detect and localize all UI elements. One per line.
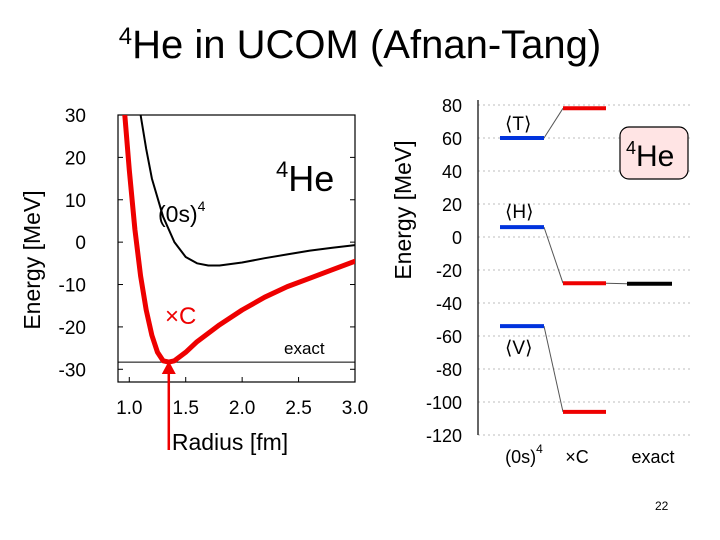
nucleus-label-box [619, 126, 689, 180]
minimum-arrow-head [161, 361, 176, 374]
right-ytick-label: -20 [436, 261, 462, 281]
level-connector [543, 108, 564, 139]
category-label-text: exact [631, 447, 674, 467]
left-xtick-label: 3.0 [342, 398, 368, 419]
right-y-axis-title: Energy [MeV] [390, 140, 416, 279]
nucleus-box-symbol: He [636, 140, 674, 173]
left-plot-area [118, 115, 355, 365]
nucleus-box-label: 4He [626, 138, 674, 173]
category-label-superscript: 4 [536, 442, 543, 456]
bare-curve-label-text: (0s) [158, 201, 198, 227]
nucleus-label-symbol: He [288, 158, 334, 199]
left-x-axis-title: Radius [fm] [172, 429, 288, 455]
left-xtick-label: 2.5 [285, 398, 311, 419]
nucleus-box-superscript: 4 [626, 138, 636, 158]
left-xtick-label: 2.0 [229, 398, 255, 419]
nucleus-label: 4He [276, 157, 334, 199]
correlated-curve-label: ×C [165, 303, 196, 330]
right-ytick-label: -120 [426, 426, 462, 446]
level-label: ⟨H⟩ [505, 202, 534, 223]
right-ytick-label: -100 [426, 393, 462, 413]
category-label: (0s)4 [505, 442, 543, 467]
right-ytick-label: 20 [442, 195, 462, 215]
category-label-text: (0s) [505, 447, 536, 467]
category-label: ×C [565, 447, 589, 467]
left-ytick-label: 30 [65, 106, 86, 127]
right-ytick-label: -40 [436, 294, 462, 314]
left-ytick-label: 0 [75, 233, 86, 254]
left-ytick-label: -10 [59, 276, 86, 297]
correlated-energy-curve [122, 115, 355, 365]
level-label: ⟨V⟩ [505, 338, 533, 359]
level-label: ⟨T⟩ [505, 114, 531, 135]
right-ytick-label: -80 [436, 360, 462, 380]
left-ytick-label: 10 [65, 191, 86, 212]
bare-curve-label: (0s)4 [158, 198, 206, 227]
nucleus-label-superscript: 4 [276, 157, 288, 182]
page-number: 22 [655, 499, 669, 513]
exact-label: exact [284, 339, 325, 358]
right-ytick-label: 80 [442, 96, 462, 116]
slide-title: 4He in UCOM (Afnan-Tang) [0, 12, 720, 70]
category-label: exact [631, 447, 674, 467]
left-y-axis-title: Energy [MeV] [19, 190, 45, 329]
bare-energy-curve [139, 115, 355, 267]
right-ytick-label: -60 [436, 327, 462, 347]
left-ytick-label: -20 [59, 318, 86, 339]
level-connector [543, 226, 564, 284]
level-connector [543, 325, 564, 413]
title-superscript: 4 [118, 23, 133, 50]
right-ytick-label: 40 [442, 162, 462, 182]
left-ytick-label: 20 [65, 148, 86, 169]
right-ytick-label: 60 [442, 129, 462, 149]
category-label-text: ×C [565, 447, 589, 467]
right-ytick-label: 0 [452, 228, 462, 248]
left-xtick-label: 1.0 [116, 398, 142, 419]
left-ytick-label: -30 [59, 360, 86, 381]
left-plot-frame [117, 114, 356, 383]
left-xtick-label: 1.5 [173, 398, 199, 419]
bare-curve-label-superscript: 4 [198, 198, 206, 214]
title-text: He in UCOM (Afnan-Tang) [132, 23, 602, 67]
